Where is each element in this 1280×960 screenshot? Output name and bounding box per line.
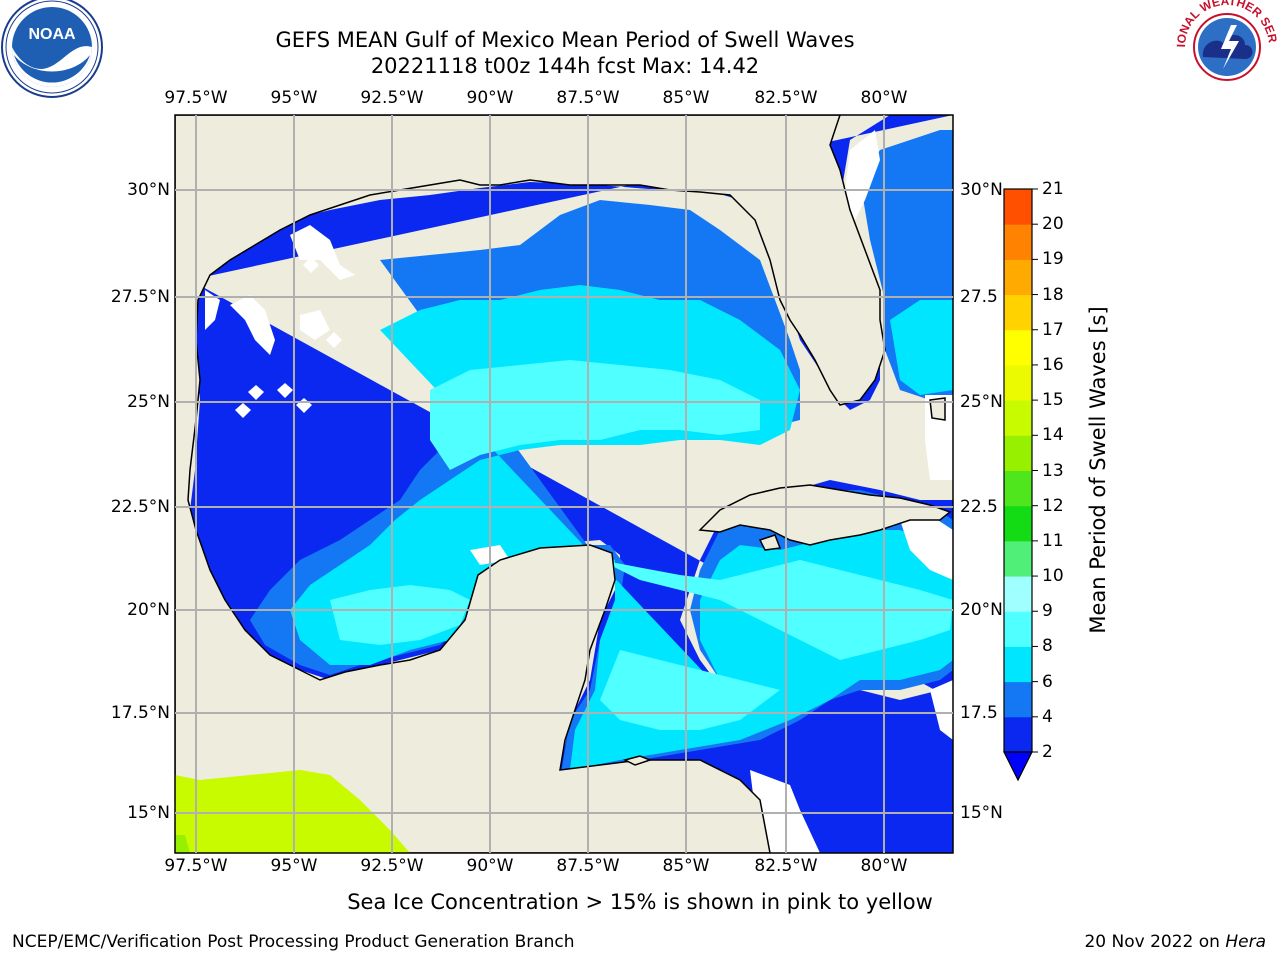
colorbar-tick-label: 6 [1042,671,1053,692]
colorbar-tick-label: 17 [1042,319,1064,340]
run-date-text: 20 Nov 2022 on [1084,932,1226,952]
machine-name: Hera [1225,932,1266,952]
latitude-label: 15°N [960,803,1003,823]
longitude-label: 95°W [270,88,318,108]
bottom-left-green-patch [175,835,190,853]
colorbar-tick-label: 20 [1042,214,1064,235]
swell-zone-8-9s [330,360,953,730]
longitude-label: 90°W [466,88,514,108]
latitude-label: 27.5 [960,287,998,307]
longitude-label: 95°W [270,856,318,876]
run-date: 20 Nov 2022 on Hera [1084,932,1266,952]
longitude-label: 85°W [662,88,710,108]
colorbar-tick-label: 4 [1042,706,1053,727]
latitude-label: 30°N [127,180,170,200]
longitude-label: 85°W [662,856,710,876]
colorbar-tick-label: 21 [1042,179,1064,199]
swell-zone-2-4s [190,115,953,853]
longitude-label: 82.5°W [754,88,818,108]
longitude-label: 97.5°W [164,856,228,876]
map-title-line-2: 20221118 t00z 144h fcst Max: 14.42 [370,54,760,78]
longitude-label: 82.5°W [754,856,818,876]
colorbar-title: Mean Period of Swell Waves [s] [1086,306,1110,634]
latitude-label: 22.5 [960,497,998,517]
latitude-label: 25°N [127,392,170,412]
latitude-label: 20°N [127,600,170,620]
longitude-label: 80°W [860,856,908,876]
latitude-label: 15°N [127,803,170,823]
longitude-label: 87.5°W [556,856,620,876]
colorbar-tick-label: 12 [1042,495,1064,516]
producer-credit: NCEP/EMC/Verification Post Processing Pr… [12,932,575,952]
colorbar-tick-label: 15 [1042,390,1064,411]
bottom-left-yellow-zone [175,770,410,853]
map-frame [174,114,954,854]
latitude-label: 22.5°N [110,497,170,517]
colorbar-tick-label: 19 [1042,249,1064,270]
latitude-label: 25°N [960,392,1003,412]
latitude-label: 20°N [960,600,1003,620]
latitude-label: 27.5°N [110,287,170,307]
colorbar-tick-label: 14 [1042,425,1064,446]
longitude-label: 80°W [860,88,908,108]
longitude-label: 92.5°W [360,856,424,876]
colorbar-tick-label: 16 [1042,354,1064,375]
colorbar-tick-label: 11 [1042,530,1064,551]
colorbar-tick-label: 8 [1042,636,1053,657]
latitude-label: 17.5 [960,703,998,723]
colorbar-tick-label: 13 [1042,460,1064,481]
longitude-label: 87.5°W [556,88,620,108]
latitude-label: 17.5°N [110,703,170,723]
colorbar-tick-label: 2 [1042,742,1053,762]
longitude-label: 97.5°W [164,88,228,108]
latitude-label: 30°N [960,180,1003,200]
colorbar-tick-label: 9 [1042,601,1053,622]
longitude-label: 92.5°W [360,88,424,108]
colorbar-tick-label: 18 [1042,284,1064,305]
colorbar-tick-label: 10 [1042,566,1064,587]
longitude-label: 90°W [466,856,514,876]
sea-ice-note: Sea Ice Concentration > 15% is shown in … [347,890,933,914]
map-title-line-1: GEFS MEAN Gulf of Mexico Mean Period of … [275,28,855,52]
